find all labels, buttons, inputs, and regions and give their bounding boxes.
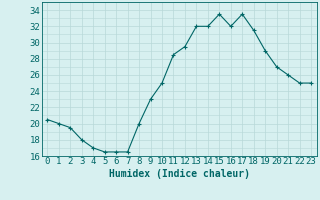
X-axis label: Humidex (Indice chaleur): Humidex (Indice chaleur) <box>109 169 250 179</box>
